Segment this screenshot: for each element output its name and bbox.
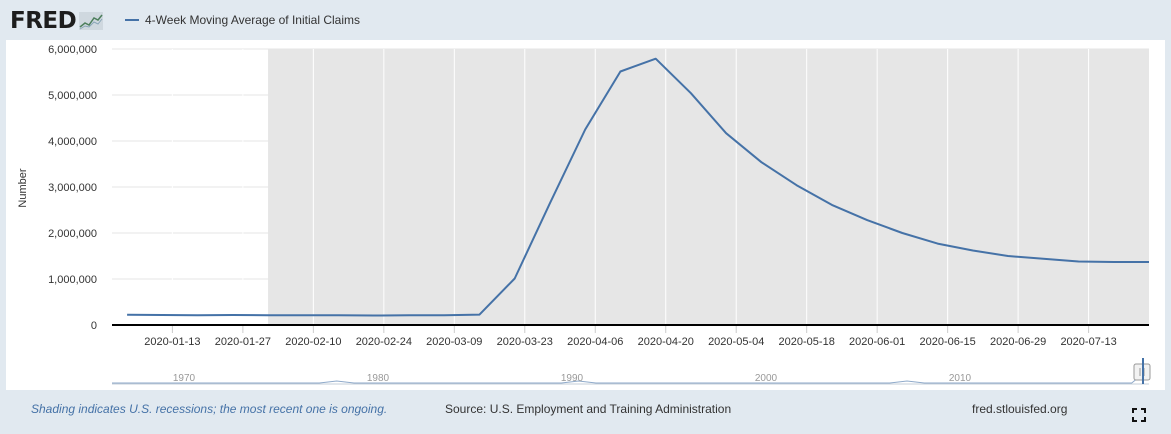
data-point[interactable] — [793, 181, 801, 189]
x-tick-label: 2020-05-18 — [779, 336, 835, 348]
x-tick-label: 2020-04-20 — [638, 336, 694, 348]
header: FRED 4-Week Moving Average of Initial Cl… — [0, 0, 1171, 40]
fred-logo[interactable]: FRED — [10, 7, 104, 35]
y-tick-label: 5,000,000 — [48, 90, 97, 102]
data-point[interactable] — [934, 240, 942, 248]
x-tick-label: 2020-03-09 — [426, 336, 482, 348]
data-point[interactable] — [264, 311, 272, 319]
x-tick-label: 2020-06-29 — [990, 336, 1046, 348]
data-point[interactable] — [123, 311, 131, 319]
data-point[interactable] — [616, 68, 624, 76]
navigator-handle[interactable] — [1133, 358, 1151, 384]
data-point[interactable] — [229, 311, 237, 319]
chart-legend[interactable]: 4-Week Moving Average of Initial Claims — [125, 12, 360, 28]
data-point[interactable] — [828, 201, 836, 209]
data-point[interactable] — [1075, 258, 1083, 266]
x-tick-label: 2020-02-24 — [356, 336, 412, 348]
legend-series-label: 4-Week Moving Average of Initial Claims — [145, 13, 360, 27]
x-tick-label: 2020-03-23 — [497, 336, 553, 348]
data-point[interactable] — [652, 55, 660, 63]
series-line[interactable] — [127, 57, 1149, 317]
data-point[interactable] — [1110, 258, 1118, 266]
navigator-year-label: 1990 — [561, 373, 584, 384]
data-point[interactable] — [299, 311, 307, 319]
data-point[interactable] — [440, 311, 448, 319]
data-point[interactable] — [898, 229, 906, 237]
x-tick-label: 2020-04-06 — [567, 336, 623, 348]
navigator-series — [112, 368, 1150, 384]
navigator-year-label: 1980 — [367, 373, 390, 384]
line-chart[interactable]: 0 1,000,000 2,000,000 3,000,000 4,000,000 5,0… — [6, 40, 1165, 390]
x-tick-label: 2020-07-13 — [1060, 336, 1116, 348]
y-tick-label: 0 — [91, 320, 97, 332]
y-tick-label: 1,000,000 — [48, 274, 97, 286]
data-point[interactable] — [1039, 255, 1047, 263]
x-tick-label: 2020-01-27 — [215, 336, 271, 348]
y-axis-title: Number — [17, 168, 29, 207]
data-point[interactable] — [475, 311, 483, 319]
navigator-track[interactable] — [112, 364, 1149, 384]
data-point[interactable] — [687, 89, 695, 97]
data-point[interactable] — [581, 126, 589, 134]
logo-text: FRED — [10, 8, 77, 34]
y-tick-label: 4,000,000 — [48, 136, 97, 148]
chart-footer: Shading indicates U.S. recessions; the m… — [0, 396, 1171, 434]
navigator-year-label: 1970 — [173, 373, 196, 384]
data-point[interactable] — [158, 311, 166, 319]
chart-panel: 0 1,000,000 2,000,000 3,000,000 4,000,000 5,0… — [6, 40, 1165, 390]
y-tick-label: 2,000,000 — [48, 228, 97, 240]
legend-swatch — [125, 19, 139, 21]
recession-note: Shading indicates U.S. recessions; the m… — [31, 402, 388, 416]
data-point[interactable] — [405, 311, 413, 319]
data-point[interactable] — [1145, 258, 1153, 266]
x-tick-label: 2020-06-01 — [849, 336, 905, 348]
navigator-year-label: 2000 — [755, 373, 778, 384]
data-point[interactable] — [969, 246, 977, 254]
navigator-year-label: 2010 — [949, 373, 972, 384]
data-point[interactable] — [194, 311, 202, 319]
x-tick-label: 2020-06-15 — [920, 336, 976, 348]
data-point[interactable] — [757, 158, 765, 166]
data-point[interactable] — [722, 129, 730, 137]
x-tick-label: 2020-02-10 — [285, 336, 341, 348]
data-point[interactable] — [370, 312, 378, 320]
data-point[interactable] — [335, 311, 343, 319]
data-point[interactable] — [546, 199, 554, 207]
y-tick-label: 6,000,000 — [48, 44, 97, 56]
fullscreen-icon[interactable] — [1132, 408, 1146, 422]
y-tick-label: 3,000,000 — [48, 182, 97, 194]
x-tick-label: 2020-01-13 — [144, 336, 200, 348]
fred-chart-logo-icon — [79, 12, 104, 30]
data-point[interactable] — [863, 216, 871, 224]
data-source: Source: U.S. Employment and Training Adm… — [445, 402, 732, 416]
data-point[interactable] — [1004, 252, 1012, 260]
site-link[interactable]: fred.stlouisfed.org — [972, 402, 1068, 416]
x-tick-label: 2020-05-04 — [708, 336, 764, 348]
data-point[interactable] — [511, 275, 519, 283]
